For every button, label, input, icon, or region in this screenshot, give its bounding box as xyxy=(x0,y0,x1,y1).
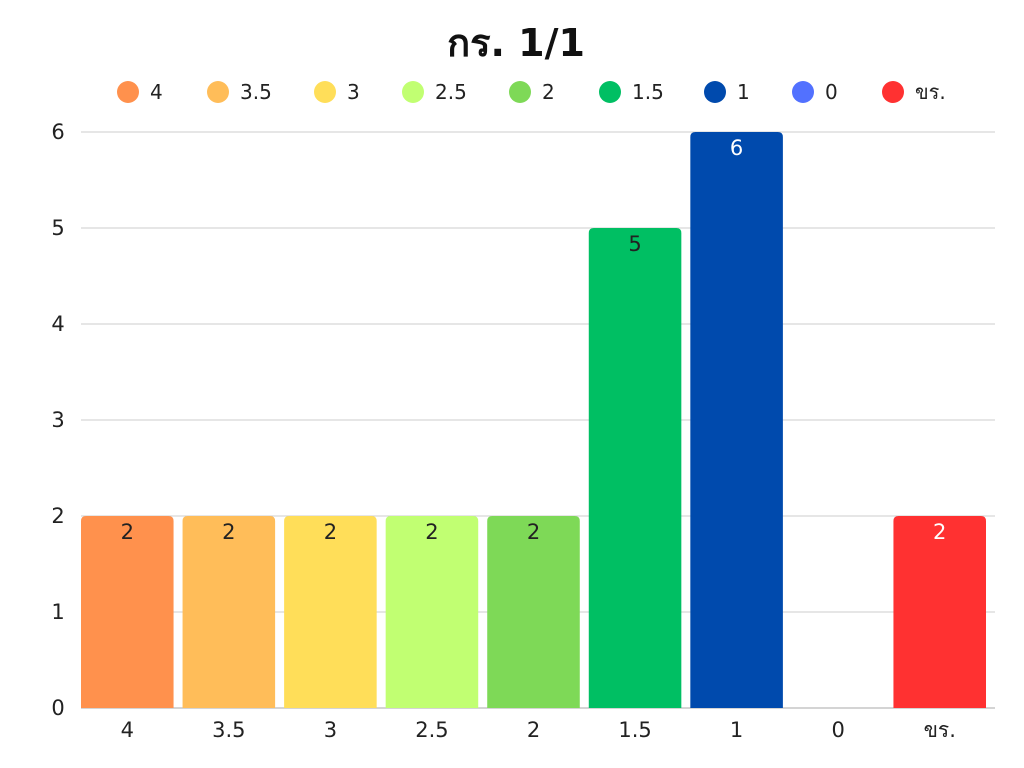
x-tick-label: ขร. xyxy=(924,718,956,742)
bar-0 xyxy=(81,516,174,708)
legend-swatch-3 xyxy=(402,81,424,103)
legend-label: 1 xyxy=(737,80,750,104)
bar-value-label: 2 xyxy=(527,520,540,544)
bar-value-label: 2 xyxy=(222,520,235,544)
bar-5 xyxy=(588,228,682,708)
legend-swatch-4 xyxy=(509,81,531,103)
x-tick-label: 4 xyxy=(121,718,134,742)
bar-value-label: 5 xyxy=(628,232,641,256)
legend-label: 3.5 xyxy=(240,80,272,104)
chart-title: กร. 1/1 xyxy=(447,21,585,65)
bar-3 xyxy=(385,516,479,708)
legend-swatch-8 xyxy=(882,81,904,103)
x-axis: 4 3.5 3 2.5 2 1.5 1 0 ขร. xyxy=(121,718,956,742)
y-tick-label: 6 xyxy=(51,120,64,144)
x-tick-label: 3.5 xyxy=(212,718,245,742)
x-tick-label: 2 xyxy=(527,718,540,742)
y-tick-label: 1 xyxy=(51,600,64,624)
x-tick-label: 3 xyxy=(324,718,337,742)
bar-value-label: 2 xyxy=(324,520,337,544)
y-tick-label: 4 xyxy=(51,312,64,336)
y-tick-label: 3 xyxy=(51,408,64,432)
bar-1 xyxy=(182,516,276,708)
legend-label: 2 xyxy=(542,80,555,104)
y-tick-label: 2 xyxy=(51,504,64,528)
legend-swatch-2 xyxy=(314,81,336,103)
bar-value-label: 6 xyxy=(730,136,743,160)
y-axis: 0 1 2 3 4 5 6 xyxy=(51,120,64,720)
y-tick-label: 0 xyxy=(51,696,64,720)
legend-swatch-6 xyxy=(704,81,726,103)
bar-2 xyxy=(284,516,377,708)
legend-swatch-1 xyxy=(207,81,229,103)
legend-label: ขร. xyxy=(915,80,946,104)
bar-value-label: 2 xyxy=(933,520,946,544)
legend-label: 0 xyxy=(825,80,838,104)
legend: 4 3.5 3 2.5 2 1.5 1 0 ขร. xyxy=(117,80,946,104)
bars: 2 2 2 2 2 5 6 2 xyxy=(81,132,986,708)
x-tick-label: 2.5 xyxy=(415,718,448,742)
bar-6 xyxy=(690,132,783,708)
y-tick-label: 5 xyxy=(51,216,64,240)
legend-label: 3 xyxy=(347,80,360,104)
x-tick-label: 1 xyxy=(730,718,743,742)
x-tick-label: 1.5 xyxy=(618,718,651,742)
x-tick-label: 0 xyxy=(831,718,844,742)
legend-swatch-0 xyxy=(117,81,139,103)
bar-value-label: 2 xyxy=(121,520,134,544)
legend-swatch-7 xyxy=(792,81,814,103)
legend-label: 4 xyxy=(150,80,163,104)
legend-label: 2.5 xyxy=(435,80,467,104)
bar-value-label: 2 xyxy=(425,520,438,544)
legend-label: 1.5 xyxy=(632,80,664,104)
bar-4 xyxy=(487,516,580,708)
bar-8 xyxy=(893,516,986,708)
legend-swatch-5 xyxy=(599,81,621,103)
